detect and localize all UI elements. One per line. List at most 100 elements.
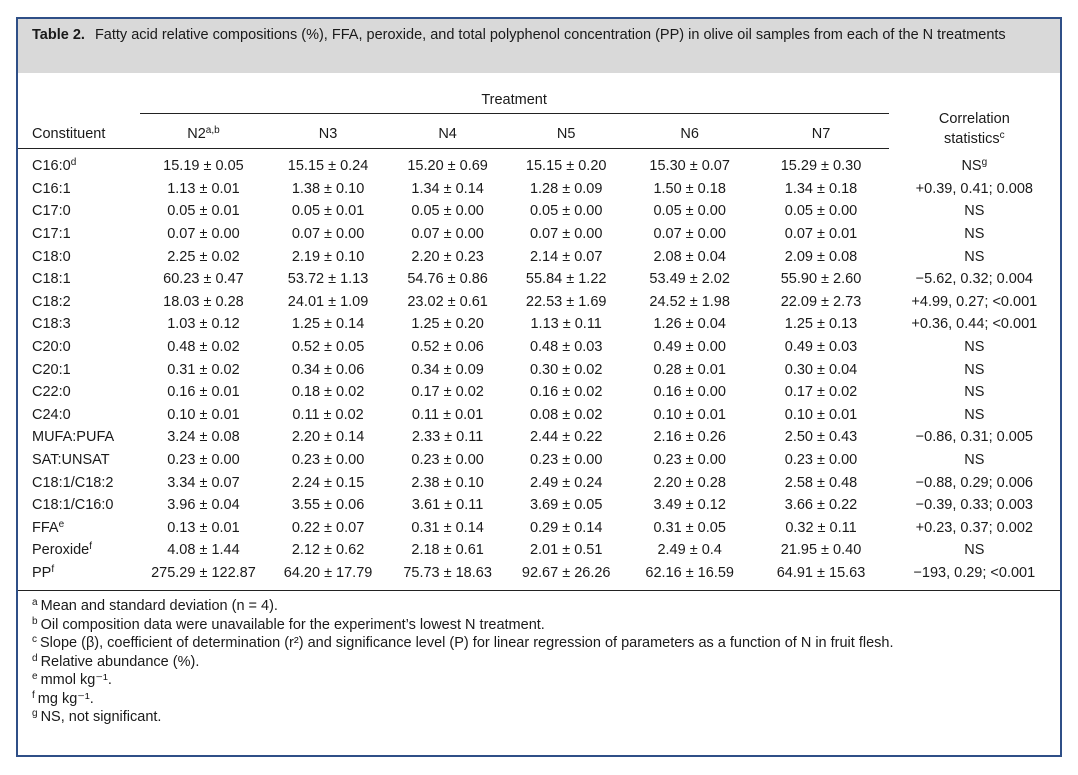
- row-label: C18:1/C18:2: [18, 471, 140, 494]
- table-cell: 3.66 ± 0.22: [784, 497, 858, 514]
- caption-text: Fatty acid relative compositions (%), FF…: [94, 27, 1006, 43]
- table-cell: 1.13 ± 0.11: [530, 316, 602, 333]
- table-cell: 0.52 ± 0.05: [291, 339, 365, 356]
- constituent-name: C20:1: [32, 361, 71, 378]
- table-cell: 15.15 ± 0.20: [525, 158, 607, 175]
- correlation-value: +0.39, 0.41; 0.008: [915, 180, 1033, 197]
- table-cell: 54.76 ± 0.86: [407, 271, 488, 288]
- data-table: Treatment Correlation statisticsc Consti…: [18, 73, 1060, 584]
- footnote-mark: c: [32, 634, 37, 646]
- row-label: PPf: [18, 562, 140, 585]
- n2-footnote-mark: a,b: [205, 125, 220, 136]
- correlation-value: +0.23, 0.37; 0.002: [915, 519, 1033, 536]
- table-cell: 0.23 ± 0.00: [411, 452, 484, 469]
- table-cell: 2.38 ± 0.10: [411, 474, 484, 491]
- constituent-name: C18:0: [32, 248, 71, 265]
- constituent-name: C20:0: [32, 339, 71, 356]
- table-cell: 2.44 ± 0.22: [529, 429, 603, 446]
- table-cell: 2.58 ± 0.48: [784, 474, 858, 491]
- table-cell: 0.17 ± 0.02: [411, 384, 484, 401]
- table-cell: 0.23 ± 0.00: [784, 452, 858, 469]
- correlation-value: NS: [964, 406, 985, 423]
- constituent-name: PP: [32, 564, 52, 581]
- correlation-cell: NS: [889, 200, 1060, 223]
- table-cell: 2.33 ± 0.11: [411, 429, 484, 446]
- constituent-name: C22:0: [32, 384, 71, 401]
- correlation-cell: NS: [889, 539, 1060, 562]
- table-cell: 0.13 ± 0.01: [167, 519, 240, 536]
- table-cell: 0.32 ± 0.11: [785, 519, 857, 536]
- correlation-header: Correlation statisticsc: [889, 73, 1060, 149]
- constituent-name: C16:0: [32, 158, 71, 175]
- correlation-value: −5.62, 0.32; 0.004: [915, 271, 1033, 288]
- table-cell: 2.49 ± 0.24: [529, 474, 603, 491]
- table-cell: 62.16 ± 16.59: [645, 564, 734, 581]
- constituent-name: C17:1: [32, 226, 71, 243]
- row-label: C18:1/C16:0: [18, 494, 140, 517]
- table-cell: 1.25 ± 0.13: [784, 316, 858, 333]
- row-label: C20:0: [18, 336, 140, 359]
- table-row: C24:0 0.10 ± 0.01 0.11 ± 0.02 0.11 ± 0.01 0.…: [18, 404, 1060, 427]
- table-cell: 1.34 ± 0.18: [784, 180, 858, 197]
- correlation-cell: NSg: [889, 149, 1060, 178]
- table-cell: 0.31 ± 0.05: [653, 519, 726, 536]
- table-cell: 0.16 ± 0.01: [167, 384, 240, 401]
- table-cell: 0.05 ± 0.00: [529, 203, 603, 220]
- table-cell: 1.26 ± 0.04: [653, 316, 726, 333]
- correlation-cell: +0.39, 0.41; 0.008: [889, 178, 1060, 201]
- table-cell: 53.49 ± 2.02: [649, 271, 730, 288]
- footnote: e mmol kg⁻¹.: [32, 671, 1046, 690]
- table-cell: 1.25 ± 0.14: [291, 316, 365, 333]
- correlation-cell: NS: [889, 381, 1060, 404]
- table-cell: 0.07 ± 0.00: [529, 226, 603, 243]
- correlation-value: NS: [961, 158, 982, 175]
- constituent-name: C16:1: [32, 180, 71, 197]
- table-cell: 0.07 ± 0.00: [411, 226, 484, 243]
- correlation-cell: NS: [889, 358, 1060, 381]
- table-cell: 1.28 ± 0.09: [529, 180, 603, 197]
- table-cell: 1.25 ± 0.20: [411, 316, 484, 333]
- footnote-text: Mean and standard deviation (n = 4).: [40, 598, 278, 615]
- row-label: C18:2: [18, 291, 140, 314]
- table-cell: 2.25 ± 0.02: [167, 248, 240, 265]
- table-cell: 0.07 ± 0.01: [784, 226, 858, 243]
- table-cell: 15.29 ± 0.30: [780, 158, 862, 175]
- table-cell: 0.31 ± 0.02: [167, 361, 240, 378]
- table-cell: 22.09 ± 2.73: [780, 293, 862, 310]
- correlation-value: NS: [964, 361, 985, 378]
- table-cell: 1.13 ± 0.01: [167, 180, 240, 197]
- constituent-name: C18:2: [32, 293, 71, 310]
- table-cell: 0.23 ± 0.00: [653, 452, 726, 469]
- table-cell: 23.02 ± 0.61: [407, 293, 488, 310]
- footnote-mark: d: [32, 652, 38, 664]
- column-header-n6: N6: [625, 113, 754, 149]
- table-row: C16:0d 15.19 ± 0.05 15.15 ± 0.24 15.20 ± 0.…: [18, 149, 1060, 178]
- table-cell: 0.07 ± 0.00: [653, 226, 726, 243]
- correlation-value: +0.36, 0.44; <0.001: [911, 316, 1038, 333]
- footnote-text: Relative abundance (%).: [40, 653, 200, 670]
- correlation-cell: −5.62, 0.32; 0.004: [889, 268, 1060, 291]
- table-cell: 0.10 ± 0.01: [784, 406, 858, 423]
- table-row: C16:1 1.13 ± 0.01 1.38 ± 0.10 1.34 ± 0.14 1.…: [18, 178, 1060, 201]
- footnote-mark: e: [58, 518, 65, 530]
- correlation-value: −0.88, 0.29; 0.006: [915, 474, 1033, 491]
- table-row: SAT:UNSAT 0.23 ± 0.00 0.23 ± 0.00 0.23 ± 0.…: [18, 449, 1060, 472]
- table-cell: 64.20 ± 17.79: [283, 564, 373, 581]
- footnote-mark: f: [32, 689, 35, 701]
- footnote-mark: a: [32, 597, 38, 609]
- correlation-value: NS: [964, 248, 985, 265]
- table-cell: 3.96 ± 0.04: [167, 497, 240, 514]
- correlation-value: NS: [964, 452, 985, 469]
- row-label: C16:0d: [18, 149, 140, 178]
- constituent-name: SAT:UNSAT: [32, 452, 110, 469]
- table-cell: 2.20 ± 0.23: [411, 248, 484, 265]
- table-cell: 2.24 ± 0.15: [291, 474, 365, 491]
- footnote-text: mg kg⁻¹.: [37, 690, 94, 707]
- correlation-header-line1: Correlation: [938, 110, 1010, 127]
- correlation-cell: NS: [889, 245, 1060, 268]
- row-label: FFAe: [18, 517, 140, 540]
- table-cell: 2.12 ± 0.62: [291, 542, 365, 559]
- footnote-mark: e: [32, 671, 38, 683]
- footnote: f mg kg⁻¹.: [32, 690, 1046, 709]
- table-cell: 3.49 ± 0.12: [653, 497, 726, 514]
